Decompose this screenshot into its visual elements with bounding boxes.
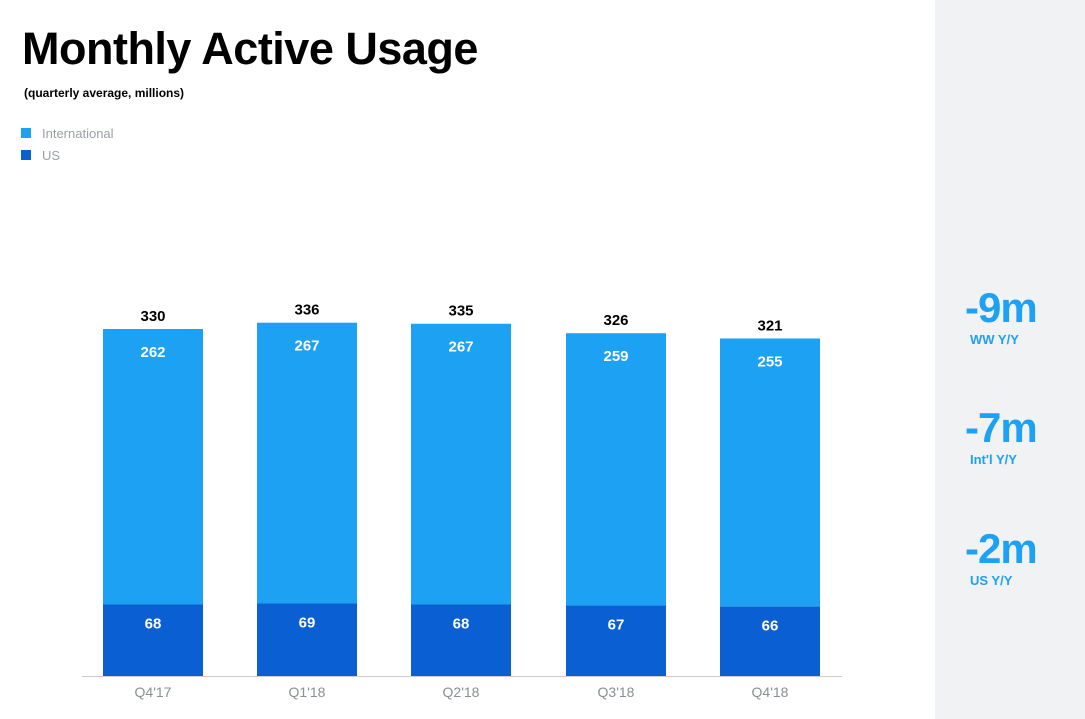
us-value-label: 68 [145,615,162,632]
bar-us [411,604,511,676]
legend-item-international: International [21,122,114,144]
total-label: 335 [448,303,473,320]
stat-ww-value: -9m [965,284,1038,331]
international-value-label: 262 [140,344,165,361]
stat-intl-value: -7m [965,404,1038,451]
bar-us [257,603,357,676]
legend-label-international: International [42,125,114,141]
legend-swatch-international [21,128,31,138]
bar-international [103,329,203,605]
chart-subtitle: (quarterly average, millions) [24,86,185,100]
us-value-label: 69 [299,614,316,631]
x-tick-label: Q4'18 [752,684,789,700]
bar-us [103,604,203,676]
total-label: 326 [603,312,628,329]
bar-us [720,606,820,676]
summary-panel [935,0,1085,719]
stat-us-yoy: -2m US Y/Y [965,525,1038,588]
stat-intl-yoy: -7m Int'l Y/Y [965,404,1038,467]
x-tick-label: Q3'18 [598,684,635,700]
us-value-label: 68 [453,615,470,632]
x-tick-label: Q1'18 [289,684,326,700]
bar-international [257,322,357,604]
bar-international [720,338,820,607]
bar-us [566,605,666,676]
chart-legend: International US [21,122,114,166]
international-value-label: 267 [294,338,319,355]
total-label: 321 [757,317,782,334]
stat-us-value: -2m [965,525,1038,572]
international-value-label: 255 [757,353,782,370]
stat-intl-label: Int'l Y/Y [970,452,1017,467]
legend-label-us: US [42,147,61,163]
us-value-label: 66 [762,618,779,635]
x-tick-label: Q4'17 [135,684,172,700]
total-label: 330 [140,308,165,325]
us-value-label: 67 [608,617,625,634]
stat-ww-label: WW Y/Y [970,332,1019,347]
x-tick-label: Q2'18 [443,684,480,700]
international-value-label: 259 [603,348,628,365]
bar-international [411,323,511,605]
international-value-label: 267 [448,339,473,356]
bar-international [566,333,666,606]
stat-ww-yoy: -9m WW Y/Y [965,284,1038,347]
total-label: 336 [294,302,319,319]
legend-item-us: US [21,144,114,166]
chart-title: Monthly Active Usage [22,23,478,74]
legend-swatch-us [21,150,31,160]
stat-us-label: US Y/Y [970,573,1013,588]
stacked-bar-chart: 330 262 68 Q4'17 336 267 69 Q1'18 335 267 68 Q2'18 3… [82,302,842,700]
